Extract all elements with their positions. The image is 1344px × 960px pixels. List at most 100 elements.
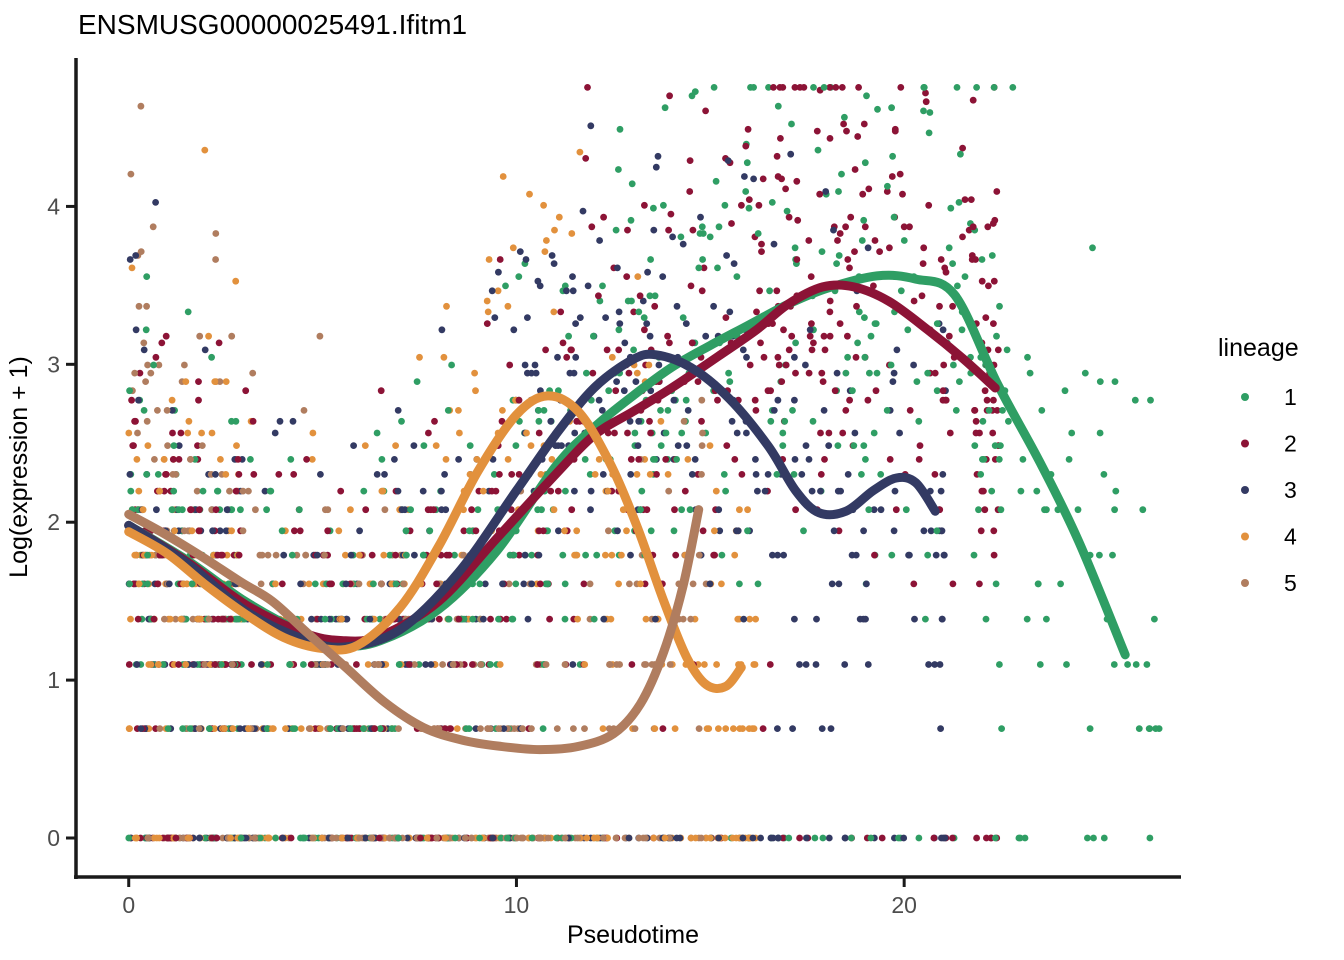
scatter-point [906, 407, 914, 414]
scatter-point [1036, 661, 1044, 668]
scatter-point [289, 725, 297, 732]
scatter-point [245, 487, 252, 495]
scatter-point [373, 429, 381, 437]
scatter-point [476, 834, 483, 842]
scatter-point [961, 196, 969, 204]
scatter-point [989, 429, 997, 437]
scatter-point [495, 615, 502, 623]
scatter-point [888, 551, 896, 559]
scatter-point [442, 834, 449, 842]
scatter-point [521, 551, 529, 559]
scatter-point [195, 527, 203, 535]
scatter-point [788, 332, 796, 340]
scatter-point [542, 661, 550, 668]
scatter-point [700, 264, 708, 272]
scatter-point [232, 417, 240, 425]
scatter-point [661, 104, 669, 112]
scatter-point [342, 615, 350, 623]
scatter-point [443, 302, 450, 310]
scatter-point [642, 661, 650, 668]
scatter-point [235, 551, 243, 559]
scatter-point [344, 834, 352, 842]
scatter-point [736, 506, 743, 514]
scatter-point [290, 471, 298, 478]
scatter-point [766, 287, 773, 295]
scatter-point [506, 361, 514, 369]
scatter-point [1084, 834, 1091, 842]
scatter-point [309, 834, 316, 842]
scatter-point [870, 282, 877, 290]
scatter-point [910, 297, 918, 305]
scatter-point [579, 207, 587, 215]
scatter-point [723, 442, 731, 449]
scatter-point [654, 152, 662, 160]
scatter-point [808, 487, 816, 495]
scatter-point [854, 133, 862, 140]
scatter-point [694, 378, 702, 385]
scatter-point [572, 353, 580, 361]
scatter-point [327, 725, 334, 732]
scatter-point [247, 456, 254, 463]
scatter-point [362, 834, 369, 842]
scatter-point [419, 487, 427, 495]
scatter-point [759, 175, 767, 183]
scatter-point [888, 173, 896, 180]
scatter-point [360, 725, 367, 732]
scatter-point [563, 287, 570, 295]
scatter-point [897, 287, 905, 295]
scatter-point [680, 417, 688, 425]
scatter-point [520, 580, 528, 588]
scatter-point [142, 378, 150, 385]
legend-title: lineage [1218, 334, 1299, 362]
scatter-point [395, 661, 403, 668]
scatter-point [177, 615, 185, 623]
scatter-point [600, 615, 608, 623]
scatter-point [820, 332, 828, 340]
scatter-point [877, 506, 885, 514]
scatter-point [632, 378, 640, 385]
scatter-point [587, 506, 594, 514]
scatter-point [891, 487, 899, 495]
scatter-point [746, 361, 754, 369]
scatter-point [645, 361, 653, 369]
scatter-point [798, 471, 806, 478]
scatter-point [1135, 725, 1143, 732]
scatter-point [725, 369, 732, 377]
scatter-point [805, 456, 813, 463]
scatter-point [190, 661, 198, 668]
scatter-point [867, 834, 875, 842]
scatter-point [712, 177, 720, 185]
scatter-point [698, 287, 706, 295]
scatter-point [956, 378, 963, 385]
scatter-point [818, 248, 826, 256]
scatter-point [688, 471, 696, 478]
scatter-point [143, 417, 151, 425]
scatter-point [562, 487, 569, 495]
scatter-point [889, 378, 897, 385]
scatter-point [826, 332, 834, 340]
scatter-point [702, 107, 709, 115]
scatter-point [239, 487, 247, 495]
scatter-point [542, 346, 549, 354]
scatter-point [580, 580, 588, 588]
scatter-point [256, 834, 264, 842]
scatter-point [687, 834, 695, 842]
scatter-point [551, 226, 558, 234]
scatter-point [321, 551, 328, 559]
scatter-point [505, 580, 513, 588]
scatter-point [834, 237, 841, 244]
scatter-point [895, 834, 902, 842]
scatter-point [528, 551, 536, 559]
scatter-point [791, 353, 798, 361]
scatter-point [125, 429, 133, 437]
scatter-point [188, 580, 196, 588]
scatter-point [999, 407, 1006, 414]
scatter-point [939, 387, 947, 395]
scatter-point [1096, 378, 1104, 385]
scatter-point [643, 320, 651, 327]
scatter-point [650, 226, 658, 234]
scatter-point [947, 204, 955, 212]
scatter-point [713, 661, 720, 668]
scatter-point [466, 527, 473, 535]
scatter-point [910, 580, 918, 588]
